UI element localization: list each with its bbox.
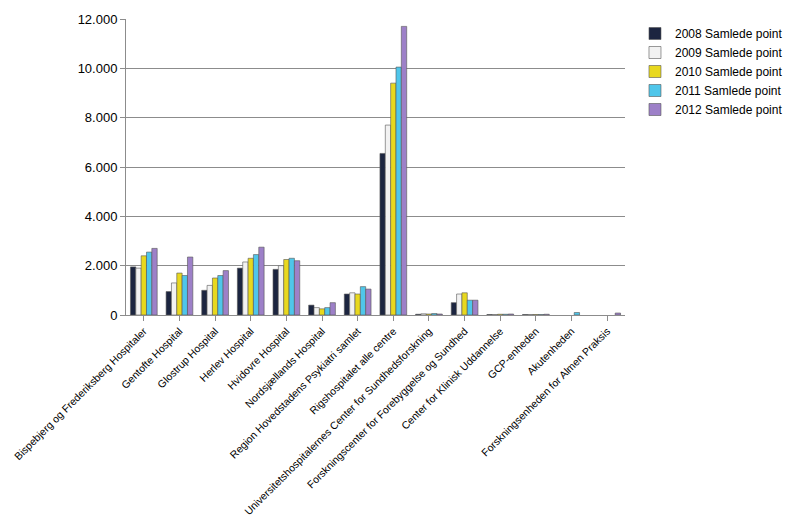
svg-text:12.000: 12.000	[78, 12, 118, 27]
svg-text:Hvidovre Hospital: Hvidovre Hospital	[225, 325, 292, 392]
svg-text:Rigshospitalet alle centre: Rigshospitalet alle centre	[307, 325, 399, 417]
svg-text:2009 Samlede point: 2009 Samlede point	[675, 46, 782, 60]
svg-text:2008 Samlede point: 2008 Samlede point	[675, 27, 782, 41]
svg-text:Universitetshospitalernes Cent: Universitetshospitalernes Center for Sun…	[242, 325, 434, 517]
svg-text:2010 Samlede point: 2010 Samlede point	[675, 65, 782, 79]
svg-text:0: 0	[110, 308, 117, 323]
svg-text:Akutenheden: Akutenheden	[524, 325, 576, 377]
svg-text:10.000: 10.000	[78, 61, 118, 76]
svg-text:4.000: 4.000	[85, 209, 118, 224]
svg-text:2011 Samlede point: 2011 Samlede point	[675, 84, 782, 98]
svg-text:Forskningsenheden for Almen Pr: Forskningsenheden for Almen Praksis	[479, 325, 613, 459]
svg-text:GCP-enheden: GCP-enheden	[485, 325, 541, 381]
svg-text:Forskningscenter for Forebygge: Forskningscenter for Forebyggelse og Sun…	[304, 325, 469, 490]
svg-text:2.000: 2.000	[85, 258, 118, 273]
svg-text:Center for Klinisk Uddannelse: Center for Klinisk Uddannelse	[399, 325, 506, 432]
svg-text:Gentofte Hospital: Gentofte Hospital	[119, 325, 185, 391]
svg-text:Glostrup Hospital: Glostrup Hospital	[155, 325, 220, 390]
svg-text:Region Hovedstadens Psykiatri: Region Hovedstadens Psykiatri samlet	[227, 325, 363, 461]
svg-text:Bispebjerg og Frederiksberg Ho: Bispebjerg og Frederiksberg Hospitaler	[12, 325, 150, 463]
svg-text:6.000: 6.000	[85, 160, 118, 175]
svg-text:2012 Samlede point: 2012 Samlede point	[675, 103, 782, 117]
svg-text:8.000: 8.000	[85, 110, 118, 125]
svg-text:Nordsjællands Hospital: Nordsjællands Hospital	[242, 325, 327, 410]
svg-text:Herlev Hospital: Herlev Hospital	[197, 325, 256, 384]
